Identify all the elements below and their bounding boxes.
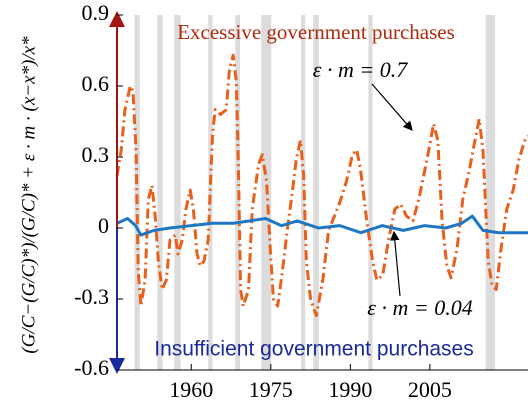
recession-band bbox=[368, 15, 373, 370]
x-tick-label: 1975 bbox=[249, 377, 293, 402]
recession-band bbox=[485, 15, 496, 370]
series-label: ε · m = 0.04 bbox=[367, 295, 472, 320]
y-tick-label: -0.3 bbox=[74, 284, 109, 309]
y-tick-label: 0.3 bbox=[82, 142, 110, 167]
recession-band bbox=[174, 15, 181, 370]
x-tick-label: 1990 bbox=[328, 377, 372, 402]
x-tick-label: 2005 bbox=[408, 377, 452, 402]
y-axis-label: (G/C−(G/C)*)/(G/C)* + ε · m · (x−x*)/x* bbox=[18, 36, 39, 354]
y-tick-label: 0.9 bbox=[82, 0, 110, 25]
series-line bbox=[115, 53, 528, 318]
annotation-bottom: Insufficient government purchases bbox=[154, 338, 473, 361]
annotation-top: Excessive government purchases bbox=[177, 20, 455, 44]
recession-band bbox=[134, 15, 140, 370]
x-tick-label: 1960 bbox=[169, 377, 213, 402]
recession-band bbox=[208, 15, 213, 370]
y-tick-label: -0.6 bbox=[74, 355, 109, 380]
annotation-arrow bbox=[371, 83, 413, 131]
series-line bbox=[116, 214, 528, 237]
y-tick-label: 0 bbox=[98, 213, 109, 238]
series-label: ε · m = 0.7 bbox=[313, 57, 408, 82]
y-tick-label: 0.6 bbox=[82, 71, 110, 96]
annotation-arrow bbox=[390, 230, 401, 297]
recession-band bbox=[157, 15, 163, 370]
recession-band bbox=[313, 15, 320, 370]
